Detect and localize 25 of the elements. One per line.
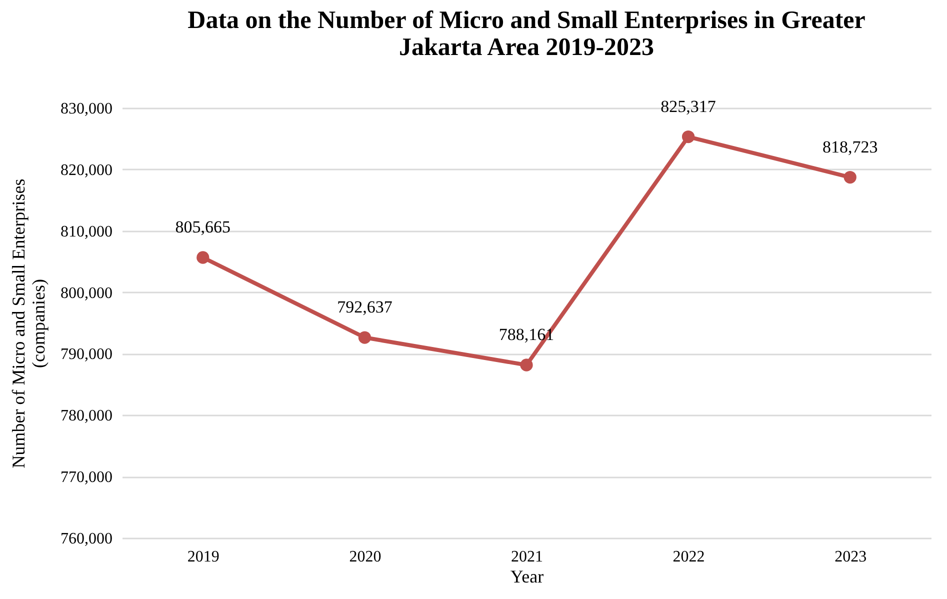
point	[682, 130, 695, 144]
point	[196, 251, 210, 264]
y-tick-label: 780,000	[60, 408, 112, 425]
x-tick-label: 2019	[187, 548, 220, 566]
chart-title: Data on the Number of Micro and Small Enterprises in Greater Jakarta Area 2019-2023	[188, 6, 866, 61]
y-tick-label: 770,000	[60, 469, 112, 486]
y-tick-label: 760,000	[60, 530, 112, 548]
data-label: 805,665	[175, 217, 231, 236]
data-label: 818,723	[822, 137, 878, 156]
point	[358, 331, 372, 344]
y-tick-label: 800,000	[60, 284, 112, 302]
point	[844, 170, 856, 184]
y-tick-label: 820,000	[60, 162, 112, 179]
x-axis-title: Year	[510, 566, 544, 586]
data-label: 825,317	[660, 96, 716, 116]
x-tick-label: 2023	[834, 548, 867, 566]
x-tick-label: 2020	[349, 548, 382, 566]
data-label: 792,637	[337, 298, 393, 317]
x-tick-label: 2021	[511, 548, 543, 566]
y-axis-title: Number of Micro and Small Enterprises (companies)	[8, 178, 48, 468]
y-tick-label: 830,000	[60, 100, 112, 118]
x-tick-label: 2022	[672, 548, 705, 566]
y-tick-label: 790,000	[60, 346, 112, 364]
y-tick-label: 810,000	[60, 223, 112, 240]
point	[520, 358, 533, 372]
